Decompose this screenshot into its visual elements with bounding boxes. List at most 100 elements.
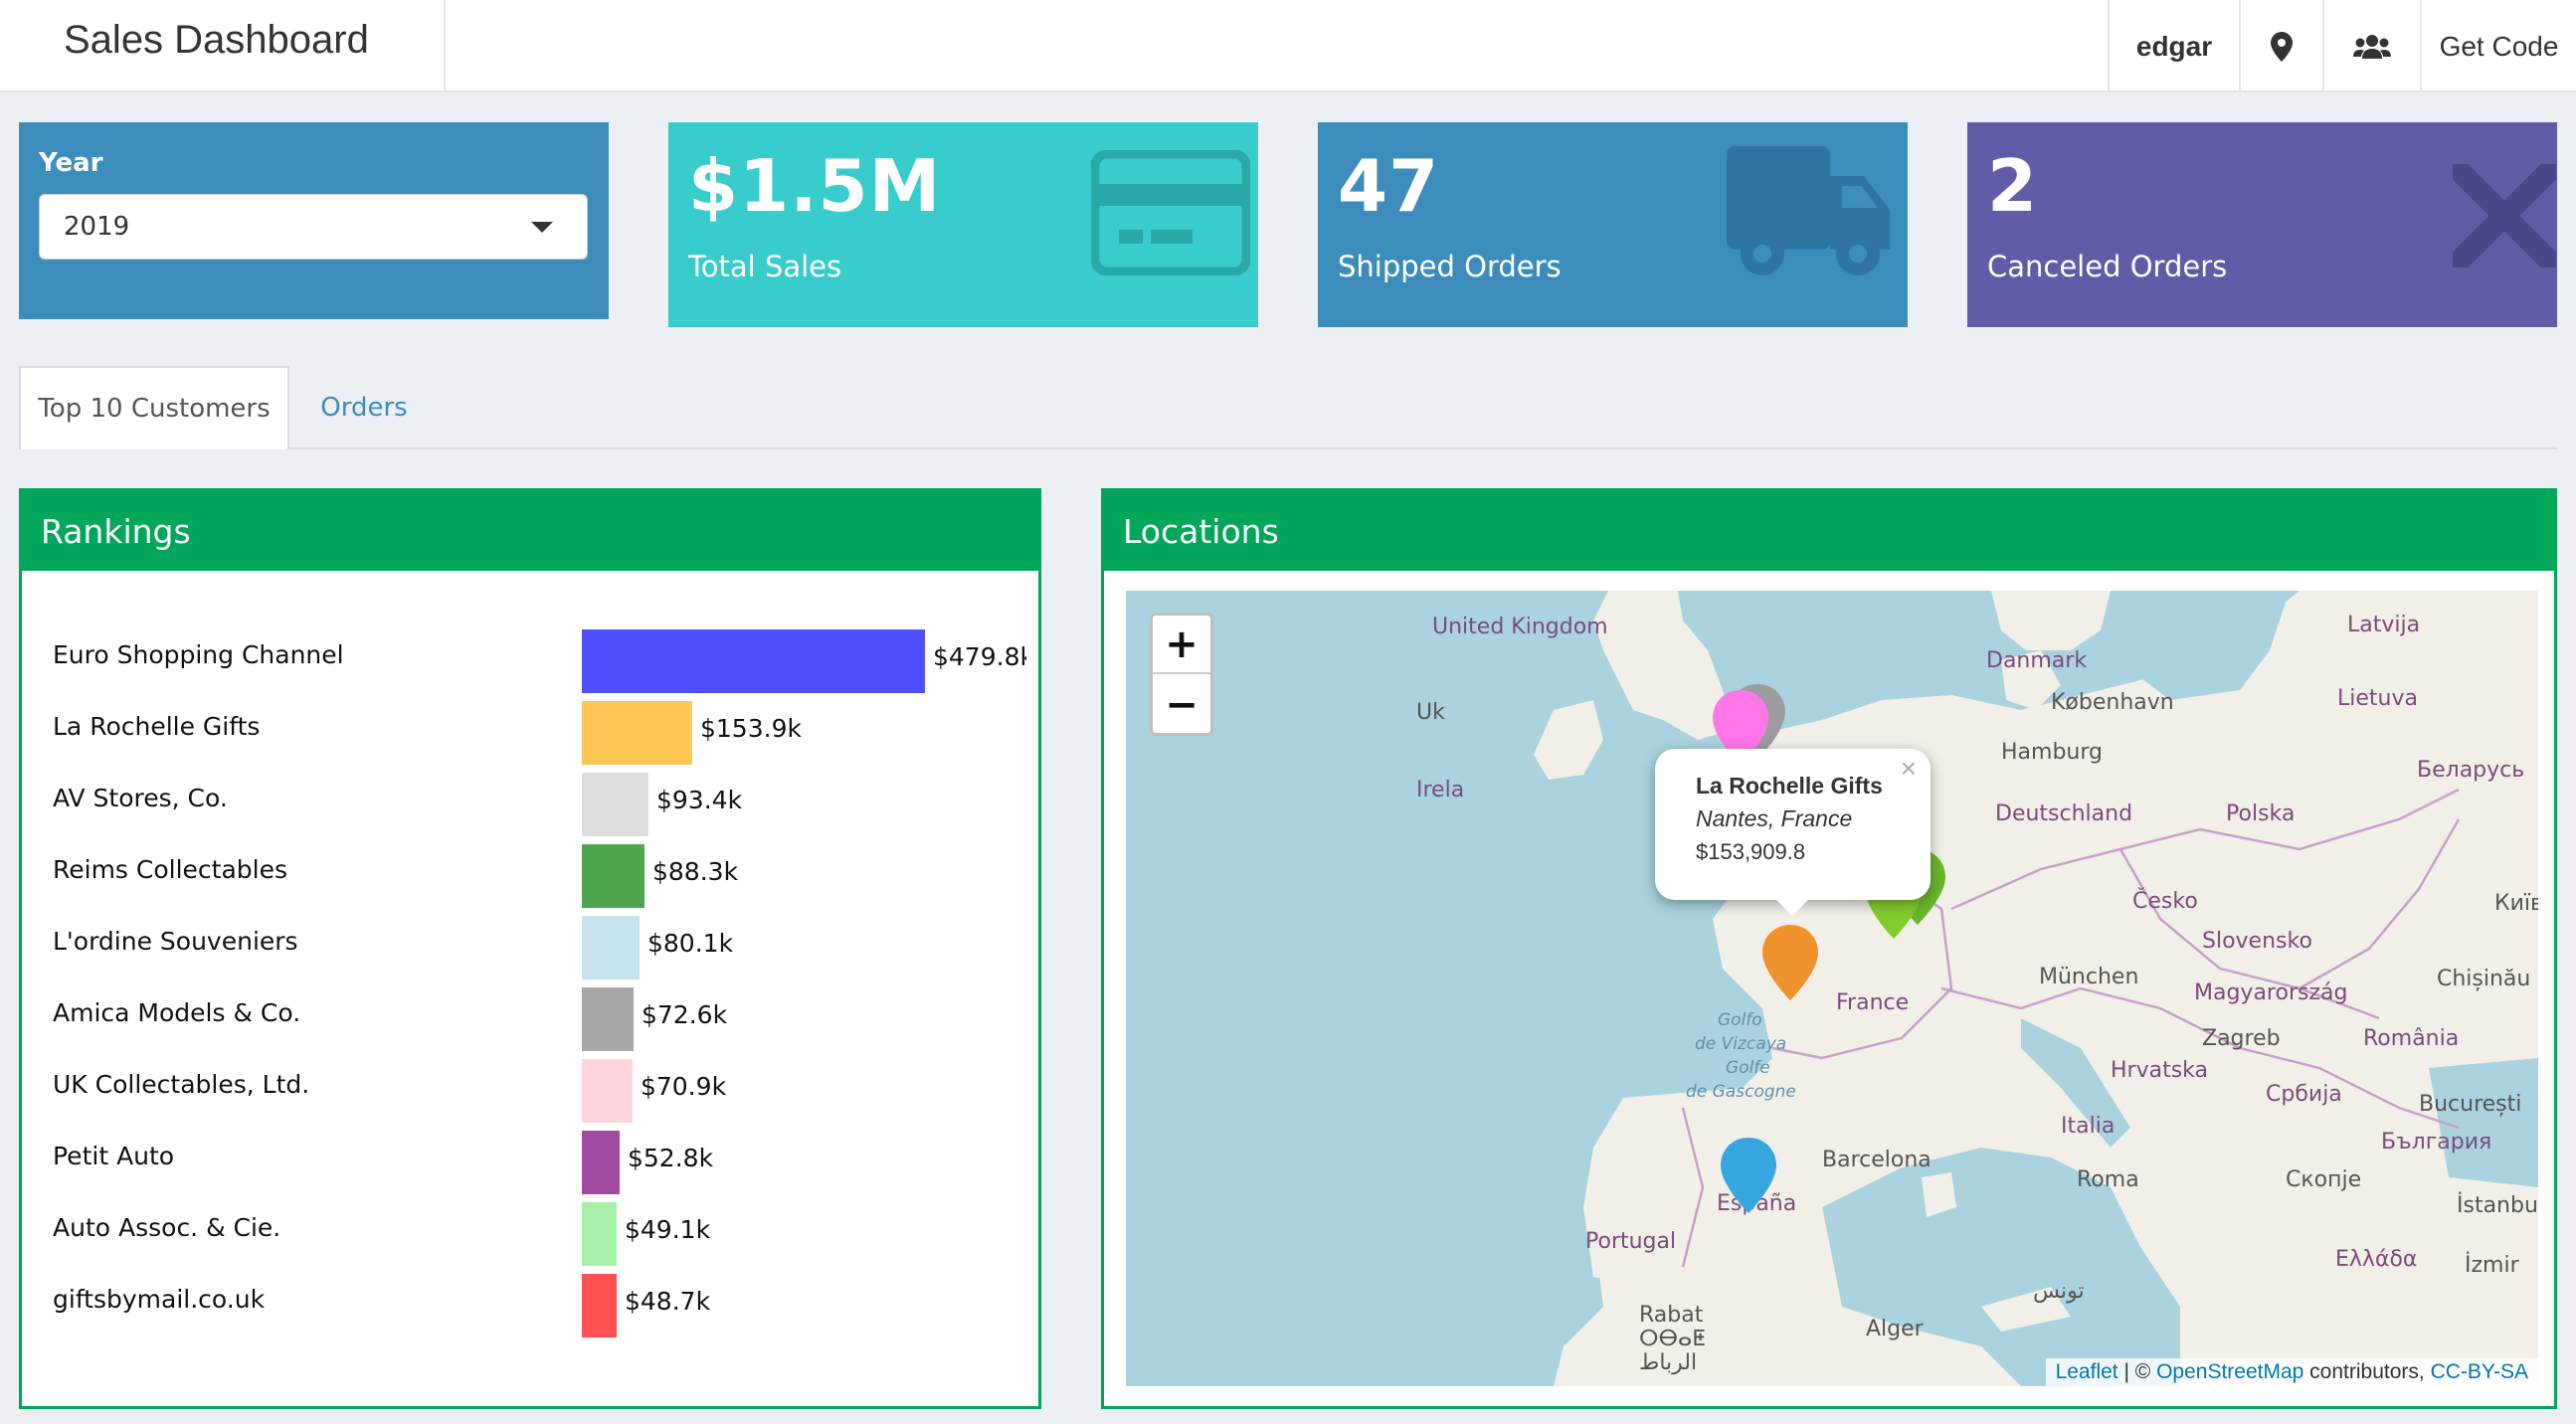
map-label: United Kingdom: [1432, 615, 1608, 639]
ranking-bar[interactable]: [582, 773, 648, 836]
ranking-row: Euro Shopping Channel $479.8k: [22, 621, 1026, 693]
map-label: Barcelona: [1822, 1148, 1932, 1172]
rankings-title: Rankings: [22, 491, 1038, 571]
map-label: İstanbul: [2457, 1193, 2538, 1218]
map-label: Italia: [2061, 1114, 2116, 1139]
map-label: България: [2381, 1130, 2492, 1155]
ranking-value-label: $479.8k: [933, 642, 1026, 671]
ranking-customer-name: Euro Shopping Channel: [53, 640, 344, 669]
leaflet-link[interactable]: Leaflet: [2055, 1360, 2118, 1383]
ranking-row: L'ordine Souveniers $80.1k: [22, 907, 1026, 979]
tab-orders[interactable]: Orders: [320, 393, 408, 423]
map-marker-icon[interactable]: [1760, 923, 1820, 1002]
map-label: France: [1836, 990, 1910, 1015]
ranking-bar[interactable]: [582, 844, 644, 908]
year-filter-box: Year 2019: [19, 122, 609, 319]
ranking-customer-name: Amica Models & Co.: [53, 998, 301, 1027]
map-label: İzmir: [2465, 1253, 2519, 1278]
map-label: Hamburg: [2001, 740, 2103, 765]
map-popup: × La Rochelle Gifts Nantes, France $153,…: [1655, 749, 1931, 916]
popup-customer-name: La Rochelle Gifts: [1696, 773, 1883, 799]
map-label: Київ: [2494, 891, 2538, 916]
credit-card-icon: [1091, 150, 1250, 275]
attribution-contributors: contributors,: [2303, 1360, 2431, 1383]
map-label: Alger: [1866, 1317, 1924, 1341]
ranking-customer-name: giftsbymail.co.uk: [53, 1285, 266, 1314]
map-label: Polska: [2226, 801, 2296, 826]
map-label: Magyarország: [2194, 980, 2348, 1005]
map-label: Скопје: [2286, 1167, 2362, 1192]
ranking-bar[interactable]: [582, 916, 640, 979]
ranking-value-label: $52.8k: [628, 1144, 714, 1172]
map-label: Golfe: [1726, 1058, 1770, 1078]
rankings-chart: Euro Shopping Channel $479.8k La Rochelle …: [22, 571, 1026, 1406]
ranking-row: La Rochelle Gifts $153.9k: [22, 692, 1026, 765]
ranking-customer-name: Auto Assoc. & Cie.: [53, 1213, 281, 1242]
app-title: Sales Dashboard: [64, 18, 369, 62]
get-code-button[interactable]: Get Code: [2439, 30, 2559, 62]
map-label: de Vizcaya: [1695, 1034, 1787, 1054]
ranking-value-label: $88.3k: [652, 857, 739, 886]
shipped-orders-caption: Shipped Orders: [1338, 250, 1562, 283]
ranking-bar[interactable]: [582, 629, 925, 693]
ranking-bar[interactable]: [582, 1202, 617, 1266]
map-label: Portugal: [1585, 1229, 1677, 1254]
rankings-panel: Rankings Euro Shopping Channel $479.8k La …: [19, 488, 1041, 1409]
close-icon: [2453, 164, 2556, 267]
map-label: Ελλάδα: [2335, 1247, 2418, 1272]
map-label: München: [2039, 965, 2139, 989]
map-label: København: [2051, 690, 2174, 715]
ranking-value-label: $80.1k: [647, 929, 734, 958]
map-label: تونس: [2033, 1279, 2085, 1304]
ranking-value-label: $48.7k: [625, 1287, 711, 1316]
user-menu[interactable]: edgar: [2135, 30, 2213, 62]
total-sales-box: $1.5M Total Sales: [668, 122, 1258, 327]
map-marker-icon[interactable]: [1711, 688, 1770, 768]
users-nav-button[interactable]: [2324, 0, 2420, 92]
map-label: Србија: [2266, 1082, 2342, 1107]
locations-title: Locations: [1104, 491, 2554, 571]
ranking-customer-name: UK Collectables, Ltd.: [53, 1070, 310, 1099]
ranking-bar[interactable]: [582, 701, 692, 765]
map-label: Golfo: [1718, 1010, 1762, 1030]
year-select[interactable]: 2019: [39, 194, 588, 260]
license-link[interactable]: CC-BY-SA: [2430, 1360, 2528, 1383]
map-label: România: [2363, 1026, 2460, 1051]
location-nav-button[interactable]: [2241, 0, 2322, 92]
osm-link[interactable]: OpenStreetMap: [2156, 1360, 2304, 1383]
zoom-out-button[interactable]: −: [1165, 681, 1198, 728]
tab-top-10-customers[interactable]: Top 10 Customers: [19, 366, 289, 449]
ranking-bar[interactable]: [582, 987, 634, 1051]
ranking-bar[interactable]: [582, 1274, 617, 1337]
ranking-row: UK Collectables, Ltd. $70.9k: [22, 1050, 1026, 1123]
shipped-orders-box: 47 Shipped Orders: [1318, 122, 1908, 327]
year-label: Year: [39, 148, 103, 178]
caret-down-icon: [531, 222, 553, 233]
tabs-divider: [19, 447, 2557, 449]
locations-panel: Locations: [1101, 488, 2557, 1409]
ranking-customer-name: Petit Auto: [53, 1142, 175, 1170]
map-marker-icon[interactable]: [1719, 1136, 1778, 1215]
map-label: Danmark: [1986, 648, 2088, 673]
ranking-customer-name: AV Stores, Co.: [53, 784, 228, 812]
canceled-orders-caption: Canceled Orders: [1987, 250, 2228, 283]
popup-close-button[interactable]: ×: [1900, 753, 1917, 784]
zoom-in-button[interactable]: +: [1153, 616, 1210, 674]
map-label: الرباط: [1639, 1350, 1698, 1375]
truck-icon: [1727, 146, 1890, 275]
canceled-orders-box: 2 Canceled Orders: [1967, 122, 2557, 327]
map-label: Latvija: [2347, 613, 2421, 637]
map-label: Hrvatska: [2111, 1058, 2209, 1083]
header-divider: [444, 0, 446, 92]
ranking-bar[interactable]: [582, 1131, 620, 1194]
ranking-customer-name: La Rochelle Gifts: [53, 712, 261, 741]
ranking-customer-name: Reims Collectables: [53, 855, 288, 884]
map-label: București: [2419, 1092, 2522, 1117]
total-sales-value: $1.5M: [688, 144, 942, 228]
locations-map[interactable]: United Kingdom Uk Irela Danmark Københav…: [1126, 591, 2538, 1386]
ranking-row: Amica Models & Co. $72.6k: [22, 979, 1026, 1051]
header-divider: [2108, 0, 2110, 92]
ranking-row: Auto Assoc. & Cie. $49.1k: [22, 1193, 1026, 1266]
map-label: Česko: [2132, 889, 2198, 914]
ranking-bar[interactable]: [582, 1059, 633, 1123]
